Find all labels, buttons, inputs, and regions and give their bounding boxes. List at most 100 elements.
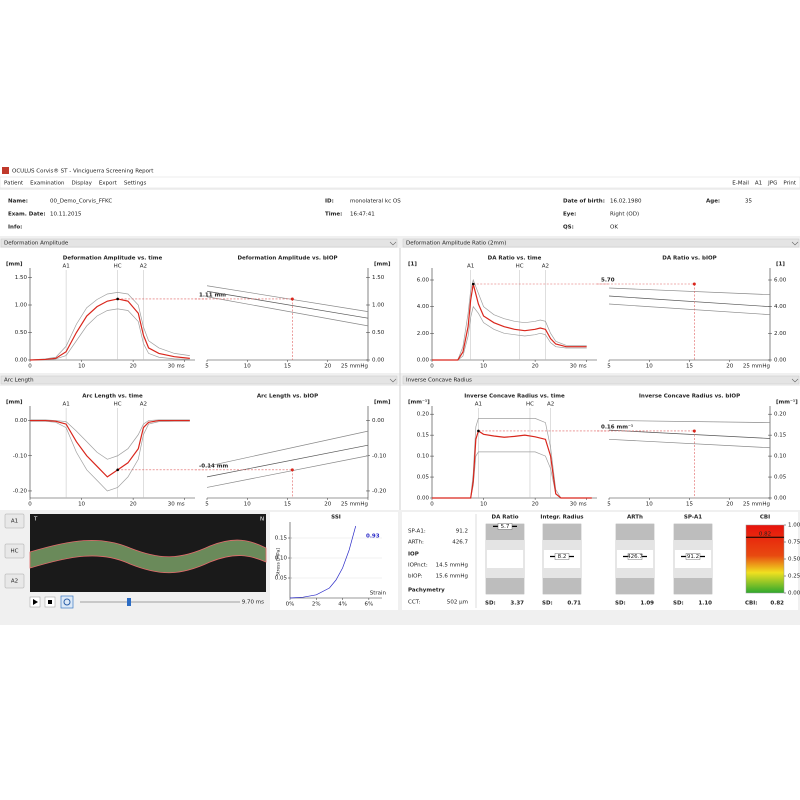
toolbar-action[interactable]: Print [783, 181, 796, 187]
data-line [206, 296, 369, 327]
x-tick-label: 30 ms [168, 502, 185, 508]
gauge-band-low [543, 568, 581, 578]
menu-bar [0, 176, 800, 189]
gauge-title: DA Ratio [492, 515, 519, 521]
y-tick-label: 1.50 [15, 275, 28, 281]
y-axis-unit: [mm⁻¹] [776, 399, 798, 406]
toolbar-action[interactable]: A1 [755, 181, 762, 187]
phase-button-label[interactable]: A1 [11, 519, 18, 525]
field-label: Date of birth: [563, 199, 605, 205]
x-tick-label: 10 [480, 364, 487, 370]
chart-title: DA Ratio vs. time [488, 256, 542, 262]
chart-title: DA Ratio vs. bIOP [662, 256, 716, 262]
cbi-value: 0.82 [770, 601, 784, 607]
param-value: 14.5 mmHg [436, 563, 468, 569]
y-tick-label: 0.05 [417, 475, 430, 481]
sd-label: SD: [485, 601, 496, 607]
data-line [608, 303, 771, 316]
y-tick-label: 0.00 [15, 418, 28, 424]
phase-button-label[interactable]: HC [11, 549, 19, 555]
gauge-title: ARTh [627, 515, 643, 521]
y-axis-unit: [mm] [6, 400, 23, 406]
event-label: A2 [542, 264, 549, 270]
menu-item[interactable]: Export [99, 181, 118, 187]
data-line [29, 291, 190, 361]
field-value: 35 [745, 199, 752, 205]
ssi-panel [270, 512, 398, 610]
chart-title: Arc Length vs. bIOP [257, 394, 318, 400]
cbi-tick-label: 0.50 [788, 557, 800, 563]
param-label: bIOP: [408, 574, 423, 580]
event-label: HC [526, 402, 534, 408]
data-line [432, 430, 592, 499]
cbi-label: CBI: [745, 601, 757, 607]
menu-item[interactable]: Examination [30, 181, 65, 187]
annotation-label: 1.11 mm [199, 292, 226, 298]
param-label: CCT: [408, 600, 420, 606]
x-tick-label: 20 [130, 502, 137, 508]
y-tick-label: 0.20 [417, 412, 430, 418]
y-tick-label: -0.10 [372, 453, 387, 459]
section-title: Arc Length [4, 378, 34, 384]
loop-button[interactable] [60, 595, 74, 609]
y-tick-label: 0.00 [372, 358, 385, 364]
bIOP-point [290, 468, 294, 472]
x-tick-label: 10 [78, 502, 85, 508]
y-axis-unit: [mm] [374, 262, 391, 268]
stop-icon [48, 600, 52, 604]
gauge-band-low [486, 568, 524, 578]
y-tick-label: 0.50 [372, 330, 385, 336]
y-tick-label: 0.00 [417, 496, 430, 502]
sd-label: SD: [615, 601, 626, 607]
toolbar-action[interactable]: E-Mail [732, 181, 749, 187]
phase-button[interactable] [4, 573, 25, 589]
menu-item[interactable]: Display [72, 181, 93, 187]
phase-button[interactable] [4, 543, 25, 559]
cbi-tick-label: 0.25 [788, 574, 800, 580]
gauge-band-mid [486, 540, 524, 550]
param-header: IOP [408, 552, 419, 558]
event-label: A2 [140, 402, 147, 408]
phase-button[interactable] [4, 513, 25, 529]
field-value: OK [610, 225, 618, 231]
y-tick-label: 0.00 [417, 358, 430, 364]
event-label: A1 [62, 402, 69, 408]
menu-item[interactable]: Patient [4, 181, 24, 187]
section-header [0, 238, 398, 248]
bIOP-point [290, 297, 294, 301]
x-tick-label: 10 [78, 364, 85, 370]
chart-title: Deformation Amplitude vs. time [63, 256, 163, 262]
x-tick-label: 0 [28, 364, 32, 370]
cbi-title: CBI [760, 515, 770, 521]
sd-value: 3.37 [510, 601, 524, 607]
data-line [608, 287, 771, 296]
param-value: 15.6 mmHg [436, 574, 468, 580]
data-line [30, 308, 190, 361]
gauge-band-top [674, 524, 712, 540]
slider-thumb[interactable] [127, 598, 131, 606]
collapse-icon [389, 241, 397, 246]
gauge-band-top [616, 524, 654, 540]
field-label: Info: [8, 225, 22, 231]
y-tick-label: 0.10 [774, 454, 787, 460]
y-tick-label: -0.20 [13, 488, 28, 494]
y-tick-label: 0.20 [774, 412, 787, 418]
gauge-band-mid [674, 540, 712, 550]
y-tick-label: 0.50 [15, 330, 28, 336]
x-tick-label: 10 [480, 502, 487, 508]
data-line [608, 429, 771, 439]
gauge-band-low [616, 568, 654, 578]
param-header: Pachymetry [408, 588, 445, 594]
phase-button-label[interactable]: A2 [11, 579, 18, 585]
x-tick-label: 30 ms [570, 364, 587, 370]
gauge-band-mid [543, 540, 581, 550]
cornea-profile [29, 539, 267, 574]
gauge-reading-box [685, 553, 701, 560]
y-tick-label: 1.00 [372, 303, 385, 309]
field-label: Name: [8, 199, 28, 205]
gauge-reading: 5.7 [501, 524, 510, 530]
menu-item[interactable]: Settings [124, 181, 147, 187]
data-line [30, 419, 190, 478]
y-axis-unit: [mm] [6, 262, 23, 268]
toolbar-action[interactable]: JPG [767, 181, 777, 187]
